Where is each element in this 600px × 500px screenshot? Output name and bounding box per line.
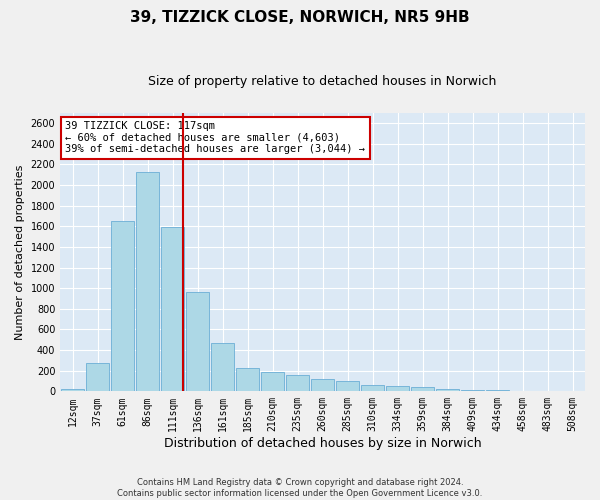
Bar	[436, 389, 459, 392]
Bar	[361, 385, 384, 392]
Text: 39, TIZZICK CLOSE, NORWICH, NR5 9HB: 39, TIZZICK CLOSE, NORWICH, NR5 9HB	[130, 10, 470, 25]
Bar	[461, 390, 484, 392]
Title: Size of property relative to detached houses in Norwich: Size of property relative to detached ho…	[148, 75, 497, 88]
Bar	[187, 292, 209, 392]
Bar	[486, 390, 509, 392]
Y-axis label: Number of detached properties: Number of detached properties	[15, 164, 25, 340]
Bar	[311, 380, 334, 392]
Bar	[86, 364, 109, 392]
Text: Contains HM Land Registry data © Crown copyright and database right 2024.
Contai: Contains HM Land Registry data © Crown c…	[118, 478, 482, 498]
X-axis label: Distribution of detached houses by size in Norwich: Distribution of detached houses by size …	[164, 437, 481, 450]
Bar	[386, 386, 409, 392]
Bar	[337, 381, 359, 392]
Bar	[412, 387, 434, 392]
Bar	[161, 228, 184, 392]
Bar	[112, 221, 134, 392]
Text: 39 TIZZICK CLOSE: 117sqm
← 60% of detached houses are smaller (4,603)
39% of sem: 39 TIZZICK CLOSE: 117sqm ← 60% of detach…	[65, 121, 365, 154]
Bar	[236, 368, 259, 392]
Bar	[136, 172, 159, 392]
Bar	[286, 376, 309, 392]
Bar	[262, 372, 284, 392]
Bar	[511, 390, 534, 392]
Bar	[211, 343, 234, 392]
Bar	[61, 390, 84, 392]
